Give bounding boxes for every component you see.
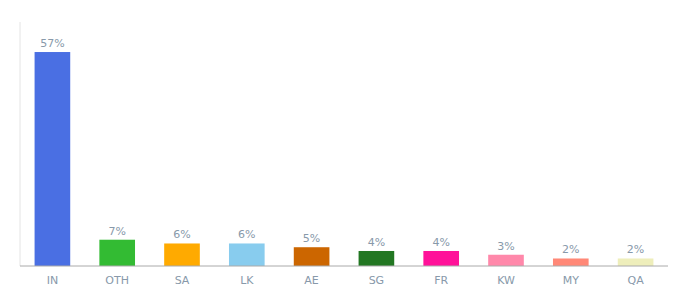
x-tick-label: IN bbox=[47, 274, 58, 287]
x-tick-label: LK bbox=[240, 274, 254, 287]
chart-container: IN OTH SA LK AE SG FR KW MY QA 57% 7% 6% 6% 5% 4% 4% 3% 2%… bbox=[0, 0, 680, 300]
bar bbox=[359, 251, 395, 266]
bar bbox=[99, 240, 135, 266]
x-tick-label: FR bbox=[434, 274, 448, 287]
data-label: 2% bbox=[627, 243, 644, 256]
data-label: 4% bbox=[432, 236, 449, 249]
bars bbox=[35, 52, 654, 266]
data-label: 4% bbox=[368, 236, 385, 249]
data-label: 6% bbox=[173, 228, 190, 241]
data-label: 6% bbox=[238, 228, 255, 241]
bar bbox=[488, 255, 524, 266]
bar bbox=[35, 52, 71, 266]
x-tick-label: MY bbox=[563, 274, 579, 287]
data-label: 57% bbox=[40, 37, 64, 50]
data-label: 3% bbox=[497, 240, 514, 253]
bar bbox=[229, 243, 265, 266]
x-tick-label: AE bbox=[304, 274, 319, 287]
data-label: 7% bbox=[108, 225, 125, 238]
chart: IN OTH SA LK AE SG FR KW MY QA 57% 7% 6% 6% 5% 4% 4% 3% 2%… bbox=[0, 0, 680, 300]
x-tick-label: OTH bbox=[105, 274, 129, 287]
bar bbox=[423, 251, 459, 266]
bar bbox=[618, 258, 654, 266]
x-tick-label: KW bbox=[497, 274, 515, 287]
y-axis-line bbox=[20, 22, 21, 266]
x-axis-line bbox=[20, 266, 668, 267]
x-tick-label: SA bbox=[175, 274, 190, 287]
bar bbox=[294, 247, 330, 266]
bar bbox=[164, 243, 200, 266]
x-tick-label: SG bbox=[369, 274, 385, 287]
data-label: 5% bbox=[303, 232, 320, 245]
data-label: 2% bbox=[562, 243, 579, 256]
bar bbox=[553, 258, 589, 266]
x-tick-label: QA bbox=[628, 274, 645, 287]
